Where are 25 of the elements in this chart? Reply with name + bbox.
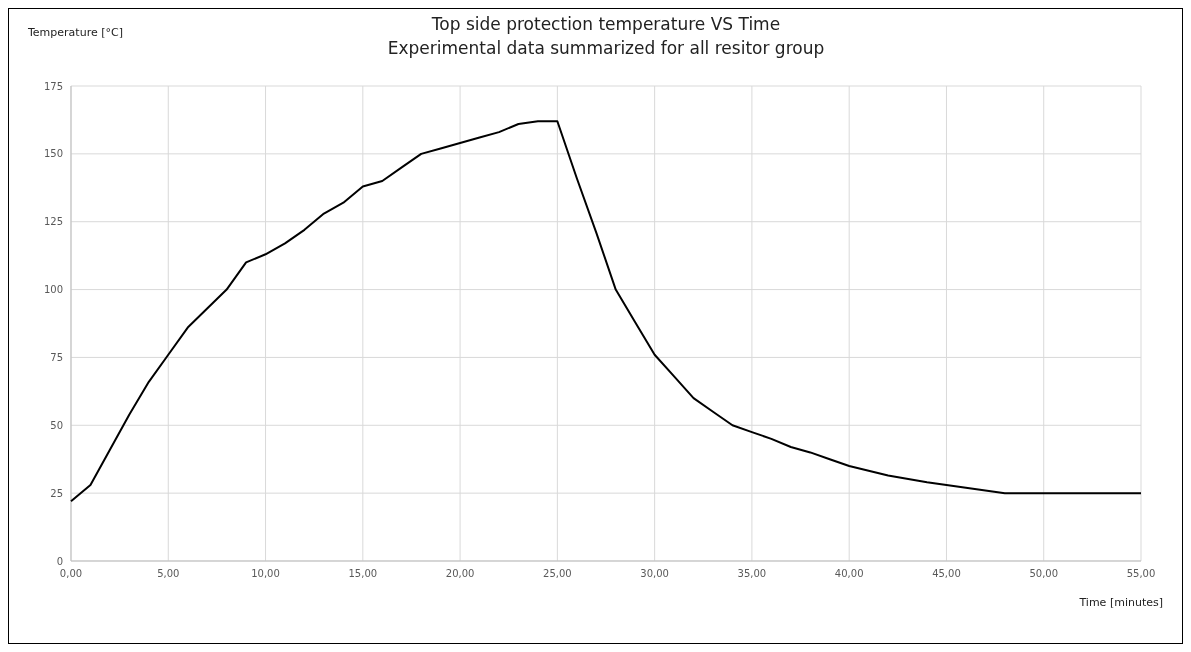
y-tick-label: 100 [43, 284, 63, 296]
y-tick-label: 25 [50, 487, 63, 499]
y-tick-label: 75 [50, 351, 63, 363]
x-tick-label: 15,00 [348, 568, 378, 579]
x-tick-label: 45,00 [932, 568, 961, 579]
x-tick-label: 50,00 [1029, 568, 1059, 579]
chart-title: Top side protection temperature VS Time [430, 14, 781, 34]
y-tick-label: 0 [56, 555, 63, 567]
x-tick-label: 0,00 [59, 568, 83, 579]
x-tick-label: 5,00 [157, 568, 180, 579]
chart-subtitle: Experimental data summarized for all resitor group [387, 38, 825, 58]
x-axis-title: Time [minutes] [1078, 596, 1163, 609]
y-tick-label: 175 [43, 80, 63, 92]
x-tick-label: 40,00 [834, 568, 864, 579]
x-tick-label: 35,00 [737, 568, 767, 579]
x-tick-label: 55,00 [1126, 568, 1156, 579]
x-tick-label: 30,00 [640, 568, 669, 579]
x-tick-label: 25,00 [543, 568, 572, 579]
x-tick-label: 10,00 [251, 568, 280, 579]
y-tick-label: 150 [43, 148, 63, 160]
y-axis-title: Temperature [°C] [27, 26, 123, 39]
line-series [70, 120, 1142, 503]
y-tick-label: 125 [43, 216, 63, 228]
x-tick-label: 20,00 [445, 568, 475, 579]
y-tick-label: 50 [50, 419, 63, 431]
